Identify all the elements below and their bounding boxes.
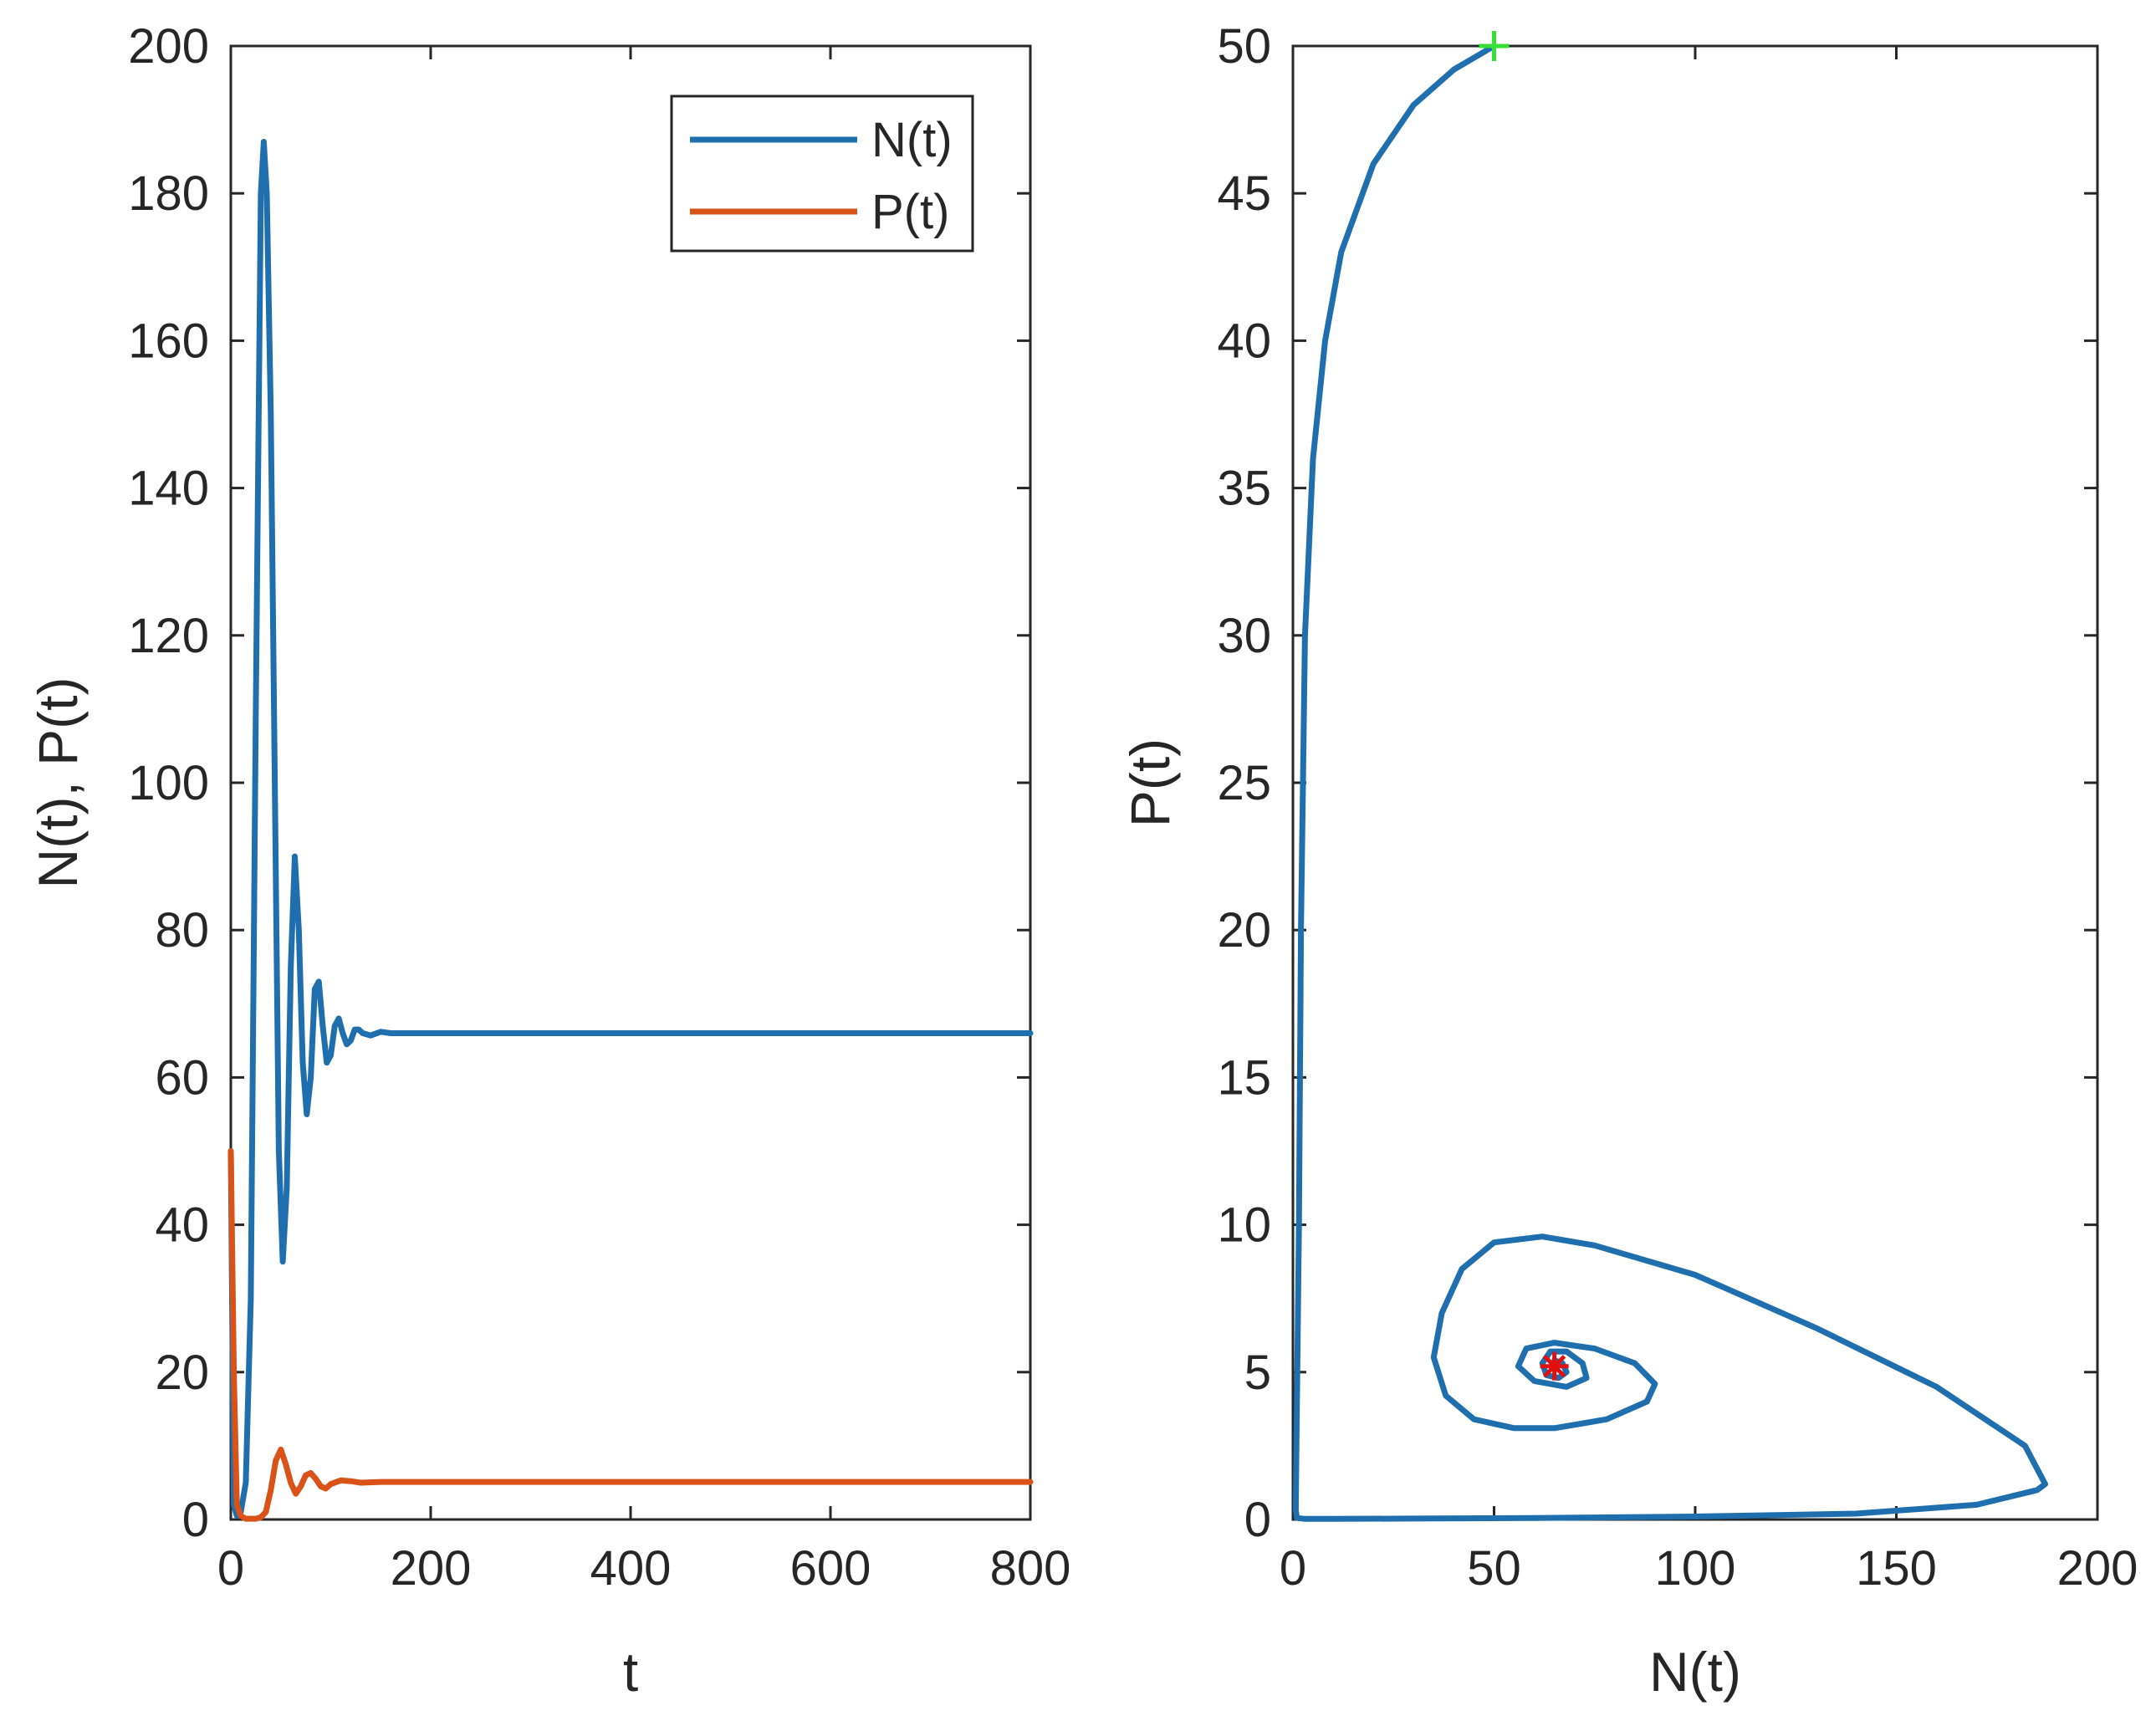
right-y-tick-label: 15 xyxy=(1217,1050,1271,1105)
left-x-tick-label: 200 xyxy=(391,1541,472,1596)
right-y-tick-label: 5 xyxy=(1244,1346,1271,1400)
right-y-tick-label: 45 xyxy=(1217,166,1271,221)
left-y-tick-label: 100 xyxy=(128,756,209,810)
equilibrium-point-marker xyxy=(1540,1351,1569,1381)
left-y-tick-label: 180 xyxy=(128,166,209,221)
right-y-tick-label: 10 xyxy=(1217,1198,1271,1253)
right-x-axis-label: N(t) xyxy=(1649,1641,1741,1703)
left-y-tick-label: 0 xyxy=(182,1493,209,1547)
left-series-group xyxy=(227,139,1034,1522)
left-series-nt-line xyxy=(227,139,1034,1519)
right-y-tick-label: 35 xyxy=(1217,462,1271,516)
right-y-tick-label: 0 xyxy=(1244,1493,1271,1547)
left-y-tick-label: 20 xyxy=(155,1346,209,1400)
left-y-tick-label: 140 xyxy=(128,462,209,516)
start-point-marker xyxy=(1479,31,1510,61)
right-y-tick-label: 50 xyxy=(1217,19,1271,74)
legend-box xyxy=(670,94,974,253)
left-plot-frame xyxy=(229,44,1032,1521)
right-y-tick-label: 20 xyxy=(1217,903,1271,958)
right-x-tick-label: 150 xyxy=(1856,1541,1937,1596)
left-x-tick-label: 800 xyxy=(990,1541,1071,1596)
legend-label-n: N(t) xyxy=(871,113,953,167)
left-tick-group: 0 200 400 600 800 0 20 40 60 80 100 120 140 160 180 200 xyxy=(128,19,1070,1596)
phase-portrait-plot: 0 50 100 150 200 0 5 10 15 20 25 30 35 40 45 50 N(t) P(… xyxy=(1119,19,2138,1703)
left-y-tick-label: 60 xyxy=(155,1050,209,1105)
right-y-tick-label: 30 xyxy=(1217,609,1271,663)
right-x-tick-label: 50 xyxy=(1467,1541,1521,1596)
left-x-tick-label: 0 xyxy=(217,1541,244,1596)
left-y-tick-label: 80 xyxy=(155,903,209,958)
right-x-tick-label: 100 xyxy=(1655,1541,1736,1596)
right-tick-group: 0 50 100 150 200 0 5 10 15 20 25 30 35 40 45 50 xyxy=(1217,19,2138,1596)
left-y-tick-label: 120 xyxy=(128,609,209,663)
legend: N(t) P(t) xyxy=(670,94,974,253)
left-y-tick-label: 200 xyxy=(128,19,209,74)
right-x-tick-label: 0 xyxy=(1280,1541,1306,1596)
legend-label-p: P(t) xyxy=(871,185,949,239)
right-trajectory-line xyxy=(1292,43,2048,1522)
right-series-group xyxy=(1292,31,2048,1522)
left-x-tick-label: 600 xyxy=(790,1541,871,1596)
right-plot-frame xyxy=(1291,44,2099,1521)
time-series-plot: 0 200 400 600 800 0 20 40 60 80 100 120 140 160 180 200… xyxy=(27,19,1070,1703)
left-y-tick-label: 40 xyxy=(155,1198,209,1253)
left-x-axis-label: t xyxy=(623,1641,638,1703)
right-x-tick-label: 200 xyxy=(2057,1541,2138,1596)
right-y-tick-label: 25 xyxy=(1217,756,1271,810)
left-y-axis-label: N(t), P(t) xyxy=(27,677,89,889)
left-y-tick-label: 160 xyxy=(128,314,209,368)
right-y-axis-label: P(t) xyxy=(1119,738,1181,827)
left-series-pt-line xyxy=(227,1148,1034,1522)
right-y-tick-label: 40 xyxy=(1217,314,1271,368)
left-x-tick-label: 400 xyxy=(590,1541,672,1596)
